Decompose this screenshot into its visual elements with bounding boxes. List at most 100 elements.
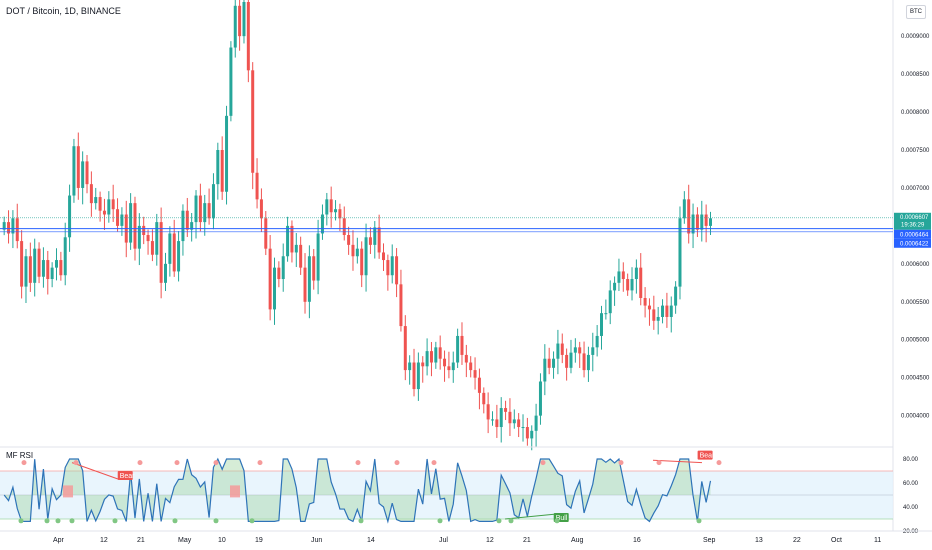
candle-body bbox=[504, 408, 508, 412]
candle-body bbox=[347, 235, 351, 245]
bull-divergence bbox=[504, 513, 555, 520]
candle-body bbox=[556, 343, 560, 359]
currency-button[interactable]: BTC bbox=[906, 5, 926, 19]
candle-body bbox=[2, 222, 6, 230]
candle-body bbox=[626, 279, 630, 291]
candle-body bbox=[303, 267, 307, 302]
candle-body bbox=[238, 5, 242, 37]
candle-body bbox=[207, 203, 211, 219]
candle-body bbox=[530, 430, 534, 439]
oversold-dot bbox=[496, 518, 502, 524]
candle-body bbox=[368, 237, 372, 245]
candle-body bbox=[312, 256, 316, 281]
time-tick-label: 10 bbox=[218, 537, 226, 544]
price-tick-label: 0.0005500 bbox=[901, 300, 930, 306]
oversold-dot bbox=[44, 518, 50, 524]
warning-marker bbox=[230, 485, 240, 498]
candle-body bbox=[565, 354, 569, 368]
candle-body bbox=[290, 225, 294, 253]
oversold-dot bbox=[172, 518, 178, 524]
oversold-dot bbox=[55, 518, 61, 524]
time-tick-label: 16 bbox=[633, 537, 641, 544]
candle-body bbox=[390, 256, 394, 276]
bear-divergence bbox=[71, 462, 120, 480]
candle-body bbox=[76, 146, 80, 188]
last-price-tag bbox=[894, 212, 931, 230]
time-tick-label: May bbox=[178, 537, 192, 544]
oversold-dot bbox=[696, 518, 702, 524]
rsi-tick-label: 40.00 bbox=[903, 505, 919, 511]
price-tick-label: 0.0004500 bbox=[901, 376, 930, 382]
candle-body bbox=[525, 427, 529, 439]
bear-signal-box bbox=[117, 471, 133, 480]
overbought-dot bbox=[257, 460, 263, 466]
candle-body bbox=[142, 225, 146, 236]
oversold-dot bbox=[112, 518, 118, 524]
candle-body bbox=[181, 210, 185, 242]
candle-body bbox=[59, 260, 63, 276]
candle-body bbox=[28, 256, 32, 283]
candle-body bbox=[687, 199, 691, 234]
candle-body bbox=[578, 347, 582, 354]
candle-body bbox=[325, 199, 329, 215]
candle-body bbox=[85, 161, 89, 185]
candle-body bbox=[190, 222, 194, 230]
candle-body bbox=[438, 347, 442, 359]
candle-body bbox=[7, 222, 11, 234]
overbought-dot bbox=[618, 460, 624, 466]
candle-body bbox=[329, 199, 333, 213]
candle-body bbox=[255, 172, 259, 200]
candle-body bbox=[373, 227, 377, 245]
time-tick-label: 19 bbox=[255, 537, 263, 544]
candle-body bbox=[342, 218, 346, 236]
candle-body bbox=[695, 214, 699, 230]
candle-body bbox=[547, 358, 551, 368]
candle-body bbox=[473, 370, 477, 378]
candle-body bbox=[434, 347, 438, 363]
candle-body bbox=[451, 362, 455, 371]
price-tick-label: 0.0007500 bbox=[901, 148, 930, 154]
candle-body bbox=[133, 203, 137, 249]
candle-body bbox=[382, 252, 385, 261]
candle-body bbox=[512, 419, 516, 424]
candle-body bbox=[429, 351, 433, 363]
time-tick-label: 13 bbox=[755, 537, 763, 544]
candle-body bbox=[508, 411, 512, 424]
price-axis: 0.0009000 0.0008500 0.0008000 0.0007500 0.00… bbox=[892, 0, 930, 531]
candle-body bbox=[600, 313, 603, 336]
candle-body bbox=[416, 362, 420, 390]
overbought-dot bbox=[355, 460, 361, 466]
candle-body bbox=[661, 305, 665, 317]
candle-body bbox=[621, 271, 625, 280]
candle-body bbox=[678, 218, 682, 287]
candle-body bbox=[482, 392, 486, 405]
candle-body bbox=[521, 427, 525, 429]
candle-body bbox=[216, 150, 220, 185]
oversold-dot bbox=[69, 518, 75, 524]
candle-body bbox=[464, 354, 468, 363]
candle-body bbox=[486, 404, 490, 420]
candle-body bbox=[491, 419, 494, 421]
candle-body bbox=[268, 248, 272, 310]
candle-body bbox=[307, 256, 311, 302]
candle-body bbox=[20, 241, 24, 287]
candle-body bbox=[709, 218, 712, 226]
oversold-dot bbox=[508, 518, 514, 524]
candle-body bbox=[15, 218, 19, 242]
candle-body bbox=[168, 233, 172, 264]
price-tick-label: 0.0006000 bbox=[901, 262, 930, 268]
candle-body bbox=[164, 263, 167, 283]
time-tick-label: Oct bbox=[831, 537, 842, 544]
candle-body bbox=[495, 419, 499, 428]
oversold-dot bbox=[249, 518, 255, 524]
candle-body bbox=[281, 256, 285, 280]
candle-body bbox=[538, 381, 542, 416]
price-line-tag bbox=[894, 238, 931, 248]
overbought-dot bbox=[137, 460, 143, 466]
candle-body bbox=[259, 199, 263, 219]
candle-body bbox=[412, 362, 416, 390]
candle-body bbox=[150, 241, 154, 255]
indicator-name: MF RSI bbox=[6, 451, 34, 460]
candle-body bbox=[656, 316, 660, 321]
